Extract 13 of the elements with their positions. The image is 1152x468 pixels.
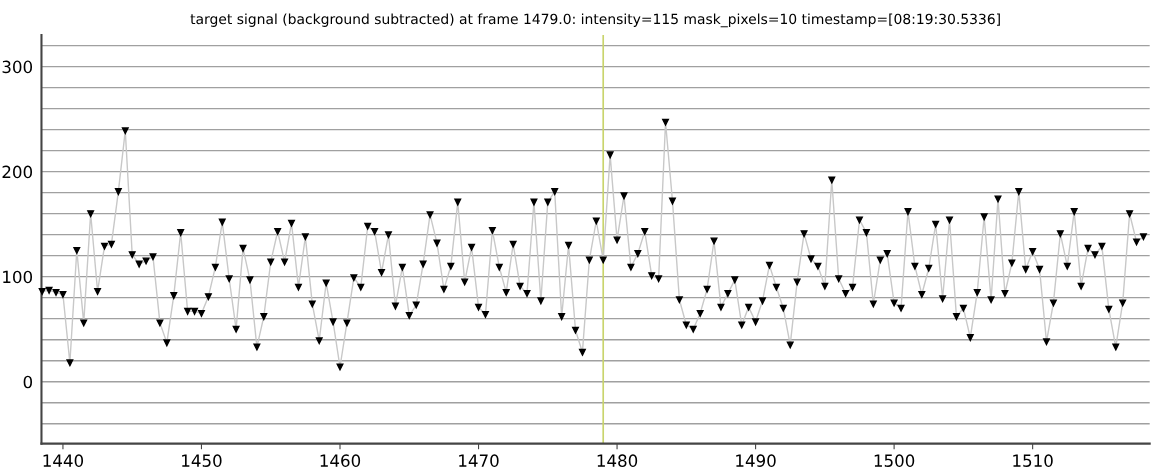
x-tick-label: 1510 [1013,454,1053,467]
y-tick-label: 200 [2,165,33,179]
chart-title: target signal (background subtracted) at frame 1479.0: intensity=115 mask_pixels=10 timestamp=[08:19:30.5336] [190,13,1000,28]
y-tick-label: 300 [2,60,33,74]
x-tick-label: 1450 [182,454,222,467]
x-tick-label: 1500 [874,454,915,467]
x-tick-label: 1460 [320,454,361,467]
y-tick-label: 100 [3,270,33,284]
x-tick-label: 1470 [459,454,499,467]
x-tick-label: 1480 [597,454,638,467]
y-tick-label: 0 [23,375,33,389]
x-tick-label: 1490 [736,454,776,467]
x-tick-label: 1440 [43,454,84,467]
